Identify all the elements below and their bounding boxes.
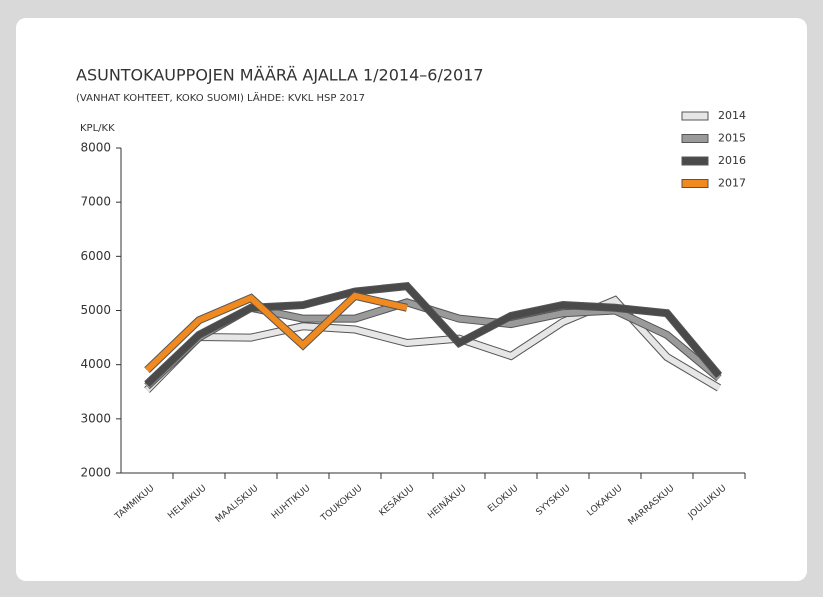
series-line: [144, 282, 722, 387]
chart-title: ASUNTOKAUPPOJEN MÄÄRÄ AJALLA 1/2014–6/20…: [76, 66, 484, 85]
legend-swatch: [681, 111, 709, 121]
y-tick-label: 3000: [80, 411, 111, 425]
y-tick-label: 7000: [80, 195, 111, 209]
card: [16, 18, 807, 581]
y-axis-label: KPL/KK: [80, 123, 115, 134]
legend-label: 2017: [718, 177, 746, 190]
y-tick-label: 5000: [80, 303, 111, 317]
legend-label: 2014: [718, 109, 746, 122]
legend-swatch: [681, 156, 709, 166]
chart-subtitle: (VANHAT KOHTEET, KOKO SUOMI) LÄHDE: KVKL…: [76, 91, 365, 104]
y-tick-label: 6000: [80, 249, 111, 263]
y-tick-label: 2000: [80, 466, 111, 480]
y-tick-label: 8000: [80, 141, 111, 155]
legend-swatch: [681, 134, 709, 143]
legend-swatch: [681, 179, 709, 188]
legend-label: 2015: [718, 132, 746, 145]
series-line: [144, 292, 408, 373]
y-tick-label: 4000: [80, 357, 111, 371]
legend-label: 2016: [718, 154, 746, 167]
